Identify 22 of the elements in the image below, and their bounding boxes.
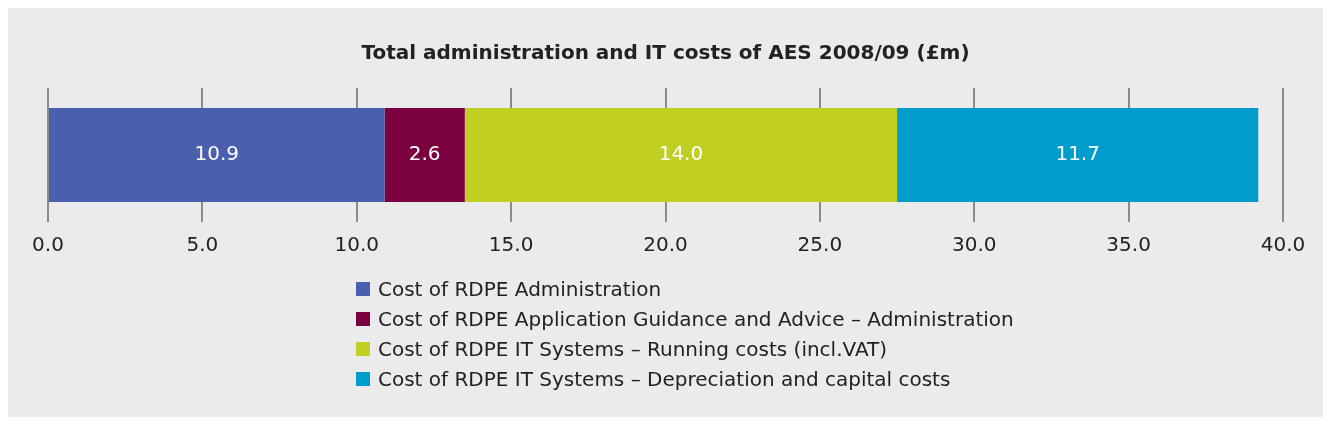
x-tick-label: 0.0	[32, 232, 64, 257]
bar	[464, 108, 898, 202]
data-label: 2.6	[408, 141, 441, 166]
x-tick-label: 20.0	[643, 232, 688, 257]
x-tick-label: 25.0	[797, 232, 843, 257]
legend-label: Cost of RDPE Administration	[378, 277, 662, 301]
legend-label: Cost of RDPE IT Systems – Running costs (incl.VAT)	[378, 337, 888, 361]
legend-label: Cost of RDPE Application Guidance and Advice – Administration	[378, 307, 1014, 331]
bar	[384, 108, 465, 202]
data-label: 10.9	[194, 141, 240, 166]
legend-label: Cost of RDPE IT Systems – Depreciation and capital costs	[378, 367, 951, 391]
bar	[49, 108, 385, 202]
x-tick-label: 15.0	[488, 232, 534, 257]
bar	[897, 108, 1259, 202]
data-label: 14.0	[658, 141, 704, 166]
chart-title: Total administration and IT costs of AES 2008/09 (£m)	[361, 40, 970, 65]
data-label: 11.7	[1055, 141, 1100, 166]
x-tick-label: 40.0	[1260, 232, 1306, 257]
x-tick-label: 30.0	[951, 232, 997, 257]
x-tick-label: 5.0	[186, 232, 219, 257]
x-tick-label: 10.0	[334, 232, 380, 257]
x-tick-label: 35.0	[1106, 232, 1151, 257]
